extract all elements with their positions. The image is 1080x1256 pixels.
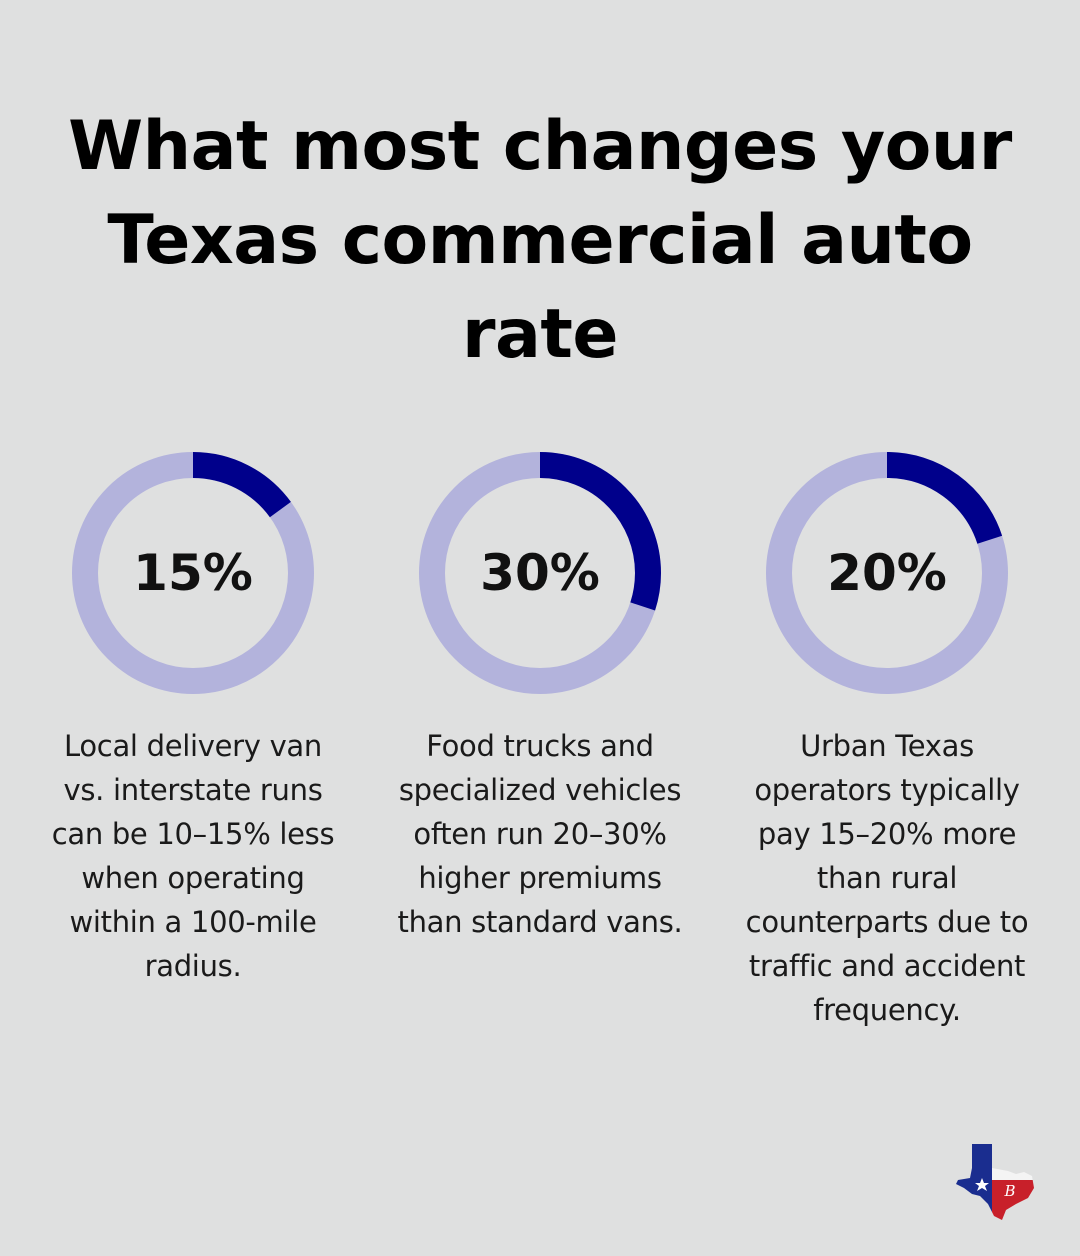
brand-logo: B — [950, 1138, 1040, 1222]
donut-svg — [72, 452, 314, 694]
texas-flag-map-icon: B — [956, 1144, 1034, 1220]
stat-description: Food trucks and specialized vehicles oft… — [397, 729, 683, 939]
stat-card-3: 20% Urban Texas operators typically pay … — [737, 452, 1037, 1032]
donut-chart: 30% — [419, 452, 661, 694]
stat-description: Local delivery van vs. interstate runs c… — [51, 729, 335, 983]
stat-value: 30% — [480, 544, 600, 602]
stat-description: Urban Texas operators typically pay 15–2… — [745, 729, 1029, 1027]
stat-value: 20% — [827, 544, 947, 602]
page-title: What most changes your Texas commercial … — [68, 107, 1012, 374]
stat-value: 15% — [133, 544, 253, 602]
logo-monogram: B — [1003, 1182, 1015, 1200]
donut-svg — [766, 452, 1008, 694]
donut-arc — [72, 452, 314, 694]
stat-card-1: 15% Local delivery van vs. interstate ru… — [43, 452, 343, 988]
donut-svg — [419, 452, 661, 694]
donut-arc — [419, 452, 661, 694]
donut-chart: 15% — [72, 452, 314, 694]
donut-arc — [766, 452, 1008, 694]
stat-card-2: 30% Food trucks and specialized vehicles… — [390, 452, 690, 944]
donut-chart: 20% — [766, 452, 1008, 694]
